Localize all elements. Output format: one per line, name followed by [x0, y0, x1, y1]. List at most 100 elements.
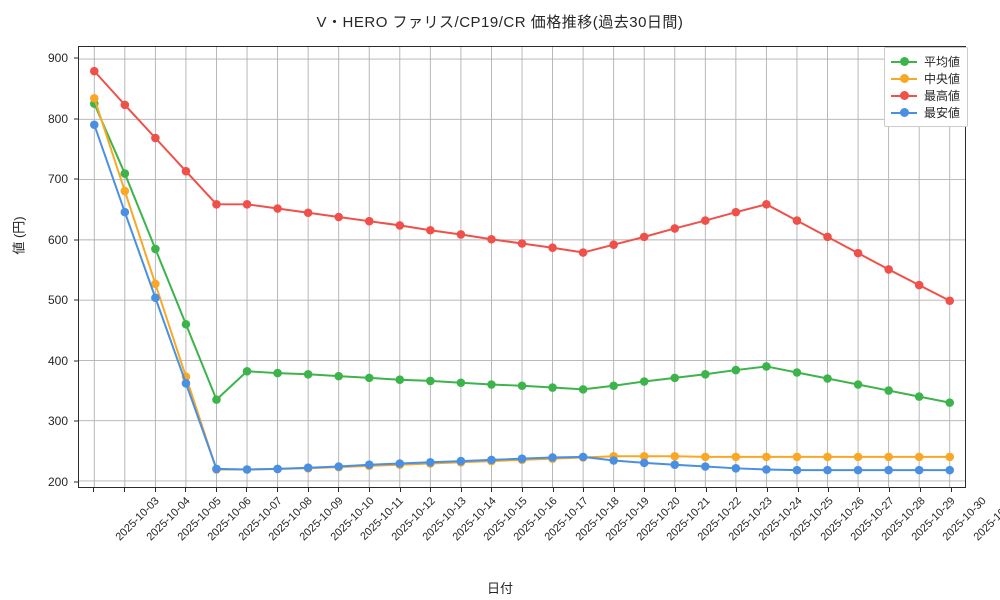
legend-item-平均値[interactable]: 平均値 — [891, 53, 960, 70]
data-point — [639, 377, 649, 386]
data-point — [456, 378, 466, 388]
x-tick-mark — [460, 488, 462, 492]
x-axis-ticks: 2025-10-03 2025-10-04 2025-10-05 2025-10-06… — [78, 488, 1000, 583]
data-point — [242, 200, 252, 209]
x-tick-mark — [185, 488, 187, 492]
data-point — [884, 265, 893, 274]
y-tick-label: 200 — [47, 474, 68, 489]
series-平均値 — [89, 99, 955, 407]
y-tick-mark — [74, 420, 78, 422]
legend-item-中央値[interactable]: 中央値 — [891, 70, 960, 87]
x-tick-mark — [491, 488, 493, 492]
data-point — [120, 207, 130, 217]
data-point — [181, 379, 191, 388]
x-tick-mark — [797, 488, 799, 492]
data-point — [364, 373, 374, 383]
data-point — [487, 234, 496, 244]
data-point — [731, 365, 741, 375]
data-point — [762, 465, 771, 474]
x-tick-mark — [675, 488, 677, 492]
data-point — [120, 186, 130, 196]
data-point — [762, 200, 771, 209]
data-point — [517, 239, 527, 248]
legend-label: 最安値 — [924, 106, 961, 120]
y-tick-mark — [74, 178, 78, 180]
data-point — [609, 381, 618, 391]
data-point — [364, 460, 374, 469]
data-point — [823, 232, 832, 242]
y-tick-mark — [74, 481, 78, 483]
series-最高値 — [89, 66, 955, 306]
data-point — [792, 465, 802, 475]
data-point — [426, 458, 435, 467]
data-point — [120, 169, 130, 178]
x-tick-mark — [858, 488, 860, 492]
data-point — [151, 279, 160, 289]
legend-label: 平均値 — [924, 55, 961, 69]
x-tick-mark — [828, 488, 830, 492]
y-tick-label: 300 — [47, 414, 68, 429]
data-point — [914, 280, 924, 290]
data-point — [609, 456, 618, 465]
x-tick-mark — [277, 488, 279, 492]
data-point — [517, 381, 527, 391]
legend-marker-icon — [891, 56, 917, 68]
data-point — [181, 166, 191, 176]
legend-marker-icon — [891, 90, 917, 102]
data-point — [456, 230, 466, 239]
data-point — [731, 207, 741, 217]
legend-item-最高値[interactable]: 最高値 — [891, 87, 960, 104]
x-axis-label: 日付 — [486, 581, 513, 596]
data-point — [487, 380, 496, 389]
data-point — [303, 208, 313, 218]
x-tick-mark — [889, 488, 891, 492]
x-tick-mark — [430, 488, 432, 492]
data-point — [273, 204, 282, 213]
x-tick-mark — [766, 488, 768, 492]
y-tick-mark — [74, 239, 78, 241]
data-point — [762, 362, 771, 371]
y-tick-label: 500 — [47, 293, 68, 308]
data-point — [426, 376, 435, 386]
y-tick-mark — [74, 57, 78, 59]
data-point — [578, 452, 588, 462]
data-point — [853, 452, 863, 462]
legend-label: 中央値 — [924, 72, 961, 86]
data-point — [731, 464, 741, 473]
x-tick-mark — [522, 488, 523, 492]
x-tick-mark — [368, 488, 370, 492]
data-point — [701, 216, 710, 225]
data-point — [639, 451, 649, 461]
data-point — [914, 392, 924, 401]
data-point — [151, 133, 160, 143]
x-tick-mark — [307, 488, 309, 492]
data-point — [945, 296, 955, 306]
chart-title: V・HERO ファリス/CP19/CR 価格推移(過去30日間) — [316, 14, 684, 31]
data-point — [303, 463, 313, 472]
data-point — [853, 248, 863, 258]
data-point — [578, 385, 588, 394]
data-point — [853, 380, 863, 389]
y-tick-label: 800 — [47, 111, 68, 126]
y-tick-mark — [74, 360, 78, 362]
data-point — [364, 216, 374, 226]
data-point — [89, 66, 99, 76]
legend-item-最安値[interactable]: 最安値 — [891, 104, 960, 121]
data-point — [792, 368, 802, 377]
data-point — [395, 459, 405, 468]
x-tick-mark — [736, 488, 738, 492]
y-tick-label: 400 — [47, 353, 68, 368]
data-point — [334, 462, 343, 471]
data-point — [670, 460, 680, 469]
data-point — [151, 293, 160, 303]
data-point — [823, 452, 832, 462]
chart-legend: 平均値中央値最高値最安値 — [884, 47, 969, 127]
data-point — [151, 244, 160, 254]
x-tick-mark — [552, 488, 554, 492]
data-point — [670, 451, 680, 461]
legend-label: 最高値 — [924, 89, 961, 103]
data-point — [914, 452, 924, 462]
x-tick-mark — [154, 488, 156, 492]
data-point — [945, 398, 955, 407]
data-point — [823, 374, 832, 383]
